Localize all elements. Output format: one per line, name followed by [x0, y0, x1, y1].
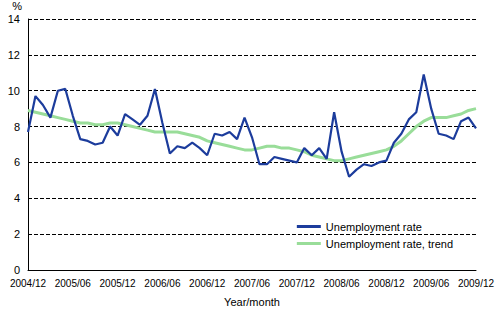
svg-text:2008/12: 2008/12: [368, 278, 405, 289]
svg-text:2: 2: [14, 228, 20, 240]
svg-text:8: 8: [14, 121, 20, 133]
svg-text:2008/06: 2008/06: [324, 278, 361, 289]
svg-text:2005/06: 2005/06: [55, 278, 92, 289]
svg-text:2009/12: 2009/12: [458, 278, 495, 289]
svg-text:6: 6: [14, 156, 20, 168]
svg-text:12: 12: [8, 49, 20, 61]
svg-text:2006/12: 2006/12: [189, 278, 226, 289]
svg-text:%: %: [12, 0, 22, 12]
svg-text:2009/06: 2009/06: [413, 278, 450, 289]
svg-text:2004/12: 2004/12: [10, 278, 47, 289]
svg-text:14: 14: [8, 13, 20, 25]
svg-text:Unemployment rate, trend: Unemployment rate, trend: [326, 238, 453, 250]
svg-text:0: 0: [14, 264, 20, 276]
svg-text:Unemployment rate: Unemployment rate: [326, 221, 422, 233]
svg-text:2005/12: 2005/12: [100, 278, 137, 289]
svg-text:Year/month: Year/month: [224, 296, 280, 308]
svg-text:4: 4: [14, 192, 20, 204]
svg-text:2007/12: 2007/12: [279, 278, 316, 289]
svg-text:2006/06: 2006/06: [144, 278, 181, 289]
svg-text:2007/06: 2007/06: [234, 278, 271, 289]
svg-text:10: 10: [8, 85, 20, 97]
